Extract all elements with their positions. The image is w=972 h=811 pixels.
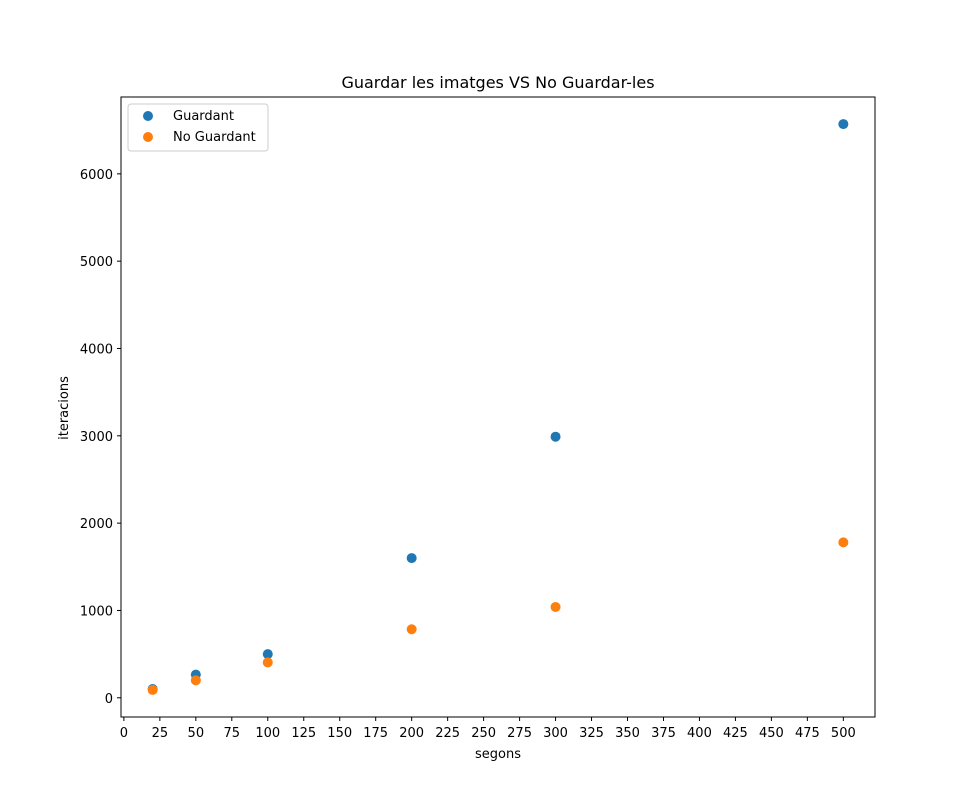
x-tick-label: 125 [291,726,316,741]
chart-title: Guardar les imatges VS No Guardar-les [341,73,654,92]
x-tick-label: 425 [723,726,748,741]
y-tick-label: 2000 [80,517,113,532]
legend-marker-no-guardant [143,132,153,142]
data-point-no-guardant [262,657,273,668]
y-tick-label: 4000 [80,342,113,357]
x-axis-label: segons [475,747,521,762]
x-tick-label: 275 [507,726,532,741]
x-tick-label: 375 [651,726,676,741]
x-tick-label: 200 [399,726,424,741]
data-point-no-guardant [190,675,201,686]
x-tick-label: 450 [759,726,784,741]
x-tick-label: 400 [687,726,712,741]
x-tick-label: 500 [831,726,856,741]
x-tick-label: 350 [615,726,640,741]
x-tick-label: 100 [255,726,280,741]
data-point-guardant [838,119,849,130]
data-point-no-guardant [550,601,561,612]
x-tick-label: 300 [543,726,568,741]
x-tick-label: 325 [579,726,604,741]
legend-label-no-guardant: No Guardant [173,130,256,145]
y-tick-label: 5000 [80,255,113,270]
x-axis: 0 25 50 75 100 125 150 175 200 225 250 275 300 325 350… [120,717,856,741]
x-tick-label: 150 [327,726,352,741]
data-point-no-guardant [147,684,158,695]
data-point-guardant [550,431,561,442]
data-points [147,119,849,695]
plot-area [120,96,876,718]
y-axis-label: iteracions [57,376,72,440]
legend-marker-guardant [143,111,153,121]
x-tick-label: 475 [795,726,820,741]
x-tick-label: 250 [471,726,496,741]
y-tick-label: 1000 [80,604,113,619]
legend-box [127,103,269,152]
x-tick-label: 25 [152,726,169,741]
data-point-no-guardant [406,624,417,635]
data-point-guardant [406,553,417,564]
x-tick-label: 50 [188,726,205,741]
y-tick-label: 6000 [80,168,113,183]
data-point-guardant [262,649,273,660]
legend: Guardant No Guardant [127,103,269,152]
x-tick-label: 225 [435,726,460,741]
y-tick-label: 0 [105,692,113,707]
x-tick-label: 75 [224,726,241,741]
y-tick-label: 3000 [80,430,113,445]
x-tick-label: 175 [363,726,388,741]
data-point-no-guardant [838,537,849,548]
x-tick-label: 0 [120,726,128,741]
y-axis: 0 1000 2000 3000 4000 5000 6000 [80,168,121,707]
legend-label-guardant: Guardant [173,109,234,124]
